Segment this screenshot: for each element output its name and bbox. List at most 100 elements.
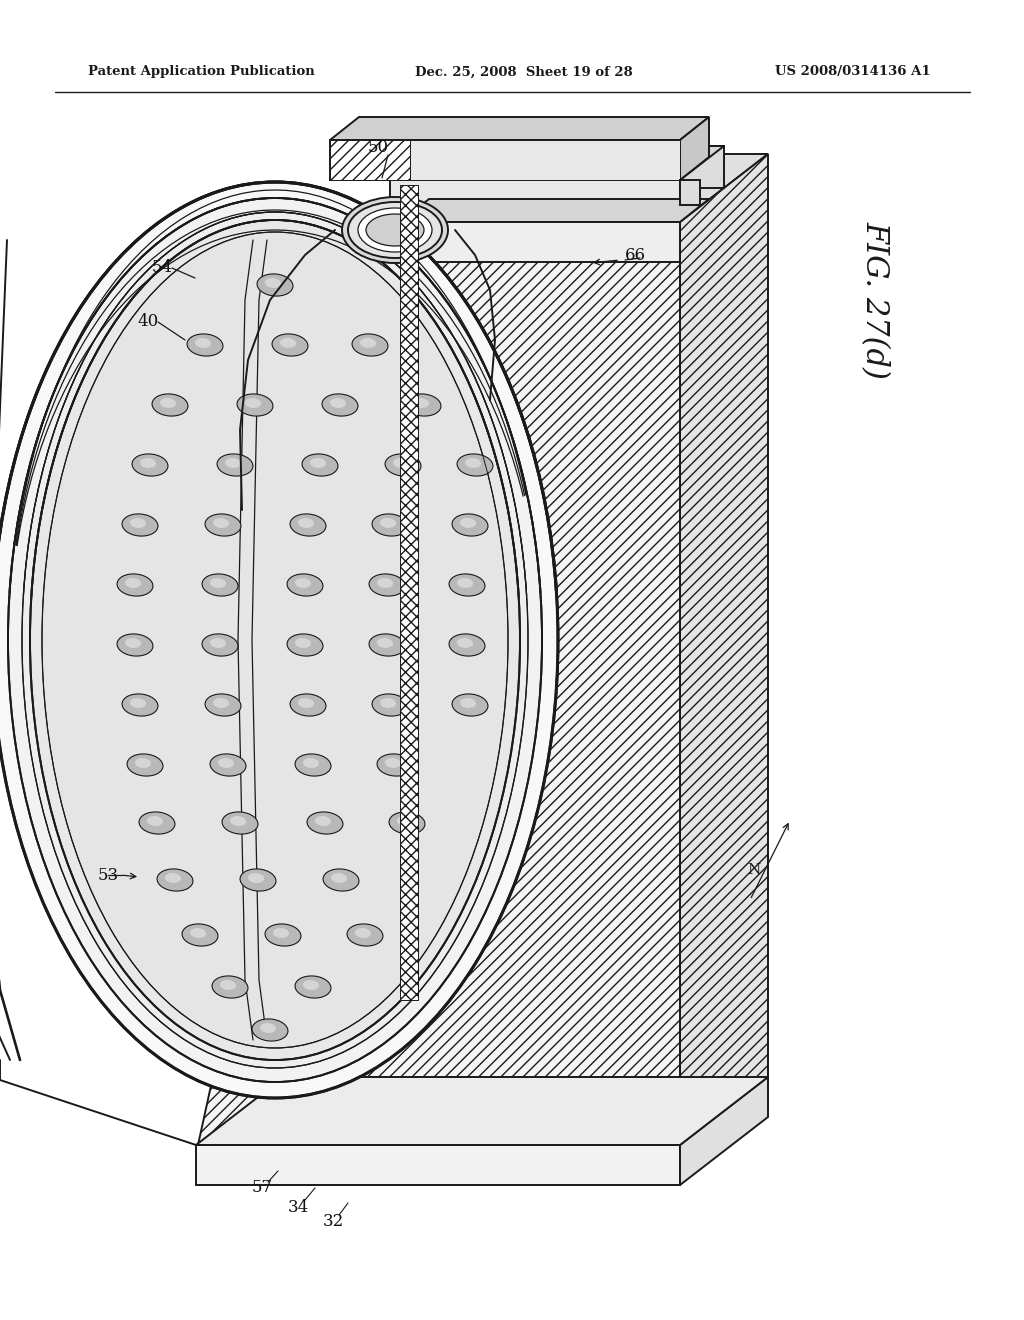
Ellipse shape: [303, 758, 319, 768]
Ellipse shape: [248, 873, 264, 883]
Ellipse shape: [210, 578, 226, 587]
Ellipse shape: [0, 182, 558, 1098]
Ellipse shape: [213, 517, 229, 528]
Text: 66: 66: [625, 247, 645, 264]
Ellipse shape: [157, 869, 193, 891]
Ellipse shape: [393, 458, 409, 469]
Ellipse shape: [122, 694, 158, 715]
Text: 40: 40: [137, 314, 159, 330]
Ellipse shape: [217, 454, 253, 477]
Ellipse shape: [406, 393, 441, 416]
Ellipse shape: [132, 454, 168, 477]
Polygon shape: [680, 1077, 768, 1185]
Text: 53: 53: [97, 866, 119, 883]
Ellipse shape: [272, 334, 308, 356]
Ellipse shape: [139, 812, 175, 834]
Ellipse shape: [42, 232, 508, 1048]
Ellipse shape: [30, 220, 520, 1060]
Ellipse shape: [380, 698, 396, 708]
Ellipse shape: [222, 812, 258, 834]
Ellipse shape: [160, 399, 176, 408]
Ellipse shape: [280, 338, 296, 348]
Polygon shape: [400, 154, 768, 222]
Ellipse shape: [348, 202, 442, 257]
Ellipse shape: [342, 197, 449, 263]
Ellipse shape: [189, 928, 206, 939]
Ellipse shape: [452, 513, 488, 536]
Ellipse shape: [413, 399, 429, 408]
Text: US 2008/0314136 A1: US 2008/0314136 A1: [775, 66, 931, 78]
Ellipse shape: [372, 513, 408, 536]
Polygon shape: [390, 147, 724, 180]
Ellipse shape: [187, 334, 223, 356]
Polygon shape: [196, 1144, 680, 1185]
Ellipse shape: [450, 634, 485, 656]
Ellipse shape: [385, 758, 401, 768]
Ellipse shape: [377, 754, 413, 776]
Ellipse shape: [452, 694, 488, 715]
Text: 50: 50: [368, 140, 388, 157]
Ellipse shape: [152, 393, 188, 416]
Ellipse shape: [460, 698, 476, 708]
Ellipse shape: [220, 979, 237, 990]
Ellipse shape: [130, 517, 146, 528]
Ellipse shape: [22, 213, 528, 1068]
Ellipse shape: [125, 638, 141, 648]
Ellipse shape: [303, 979, 319, 990]
Ellipse shape: [290, 694, 326, 715]
Ellipse shape: [210, 638, 226, 648]
Ellipse shape: [182, 924, 218, 946]
Ellipse shape: [295, 975, 331, 998]
Polygon shape: [400, 222, 680, 261]
Ellipse shape: [210, 754, 246, 776]
Ellipse shape: [397, 816, 413, 826]
Ellipse shape: [298, 698, 314, 708]
Text: FIG. 27(d): FIG. 27(d): [859, 220, 891, 379]
Ellipse shape: [295, 638, 311, 648]
Polygon shape: [400, 199, 709, 222]
Ellipse shape: [245, 399, 261, 408]
Ellipse shape: [273, 928, 289, 939]
Ellipse shape: [359, 338, 376, 348]
Ellipse shape: [355, 928, 371, 939]
Ellipse shape: [205, 694, 241, 715]
Polygon shape: [680, 154, 768, 1144]
Polygon shape: [330, 140, 410, 180]
Ellipse shape: [302, 454, 338, 477]
Text: 34: 34: [288, 1199, 308, 1216]
Ellipse shape: [218, 758, 234, 768]
Ellipse shape: [369, 634, 404, 656]
Ellipse shape: [389, 812, 425, 834]
Ellipse shape: [457, 638, 473, 648]
Text: 54: 54: [152, 260, 173, 276]
Text: N: N: [746, 863, 760, 876]
Ellipse shape: [330, 399, 346, 408]
Ellipse shape: [140, 458, 156, 469]
Ellipse shape: [252, 1019, 288, 1041]
Polygon shape: [390, 180, 680, 222]
Text: Dec. 25, 2008  Sheet 19 of 28: Dec. 25, 2008 Sheet 19 of 28: [415, 66, 633, 78]
Polygon shape: [330, 117, 709, 140]
Ellipse shape: [465, 458, 481, 469]
Polygon shape: [196, 1077, 768, 1144]
Ellipse shape: [460, 517, 476, 528]
Polygon shape: [680, 180, 700, 205]
Polygon shape: [330, 140, 680, 180]
Ellipse shape: [307, 812, 343, 834]
Ellipse shape: [265, 924, 301, 946]
Ellipse shape: [213, 698, 229, 708]
Ellipse shape: [165, 873, 181, 883]
Ellipse shape: [265, 279, 281, 288]
Ellipse shape: [457, 578, 473, 587]
Ellipse shape: [287, 574, 323, 597]
Ellipse shape: [380, 517, 396, 528]
Ellipse shape: [322, 393, 358, 416]
Polygon shape: [410, 140, 680, 180]
Ellipse shape: [230, 816, 246, 826]
Text: 57: 57: [252, 1180, 272, 1196]
Ellipse shape: [205, 513, 241, 536]
Ellipse shape: [287, 634, 323, 656]
Ellipse shape: [8, 198, 542, 1082]
Polygon shape: [434, 147, 724, 187]
Ellipse shape: [195, 338, 211, 348]
